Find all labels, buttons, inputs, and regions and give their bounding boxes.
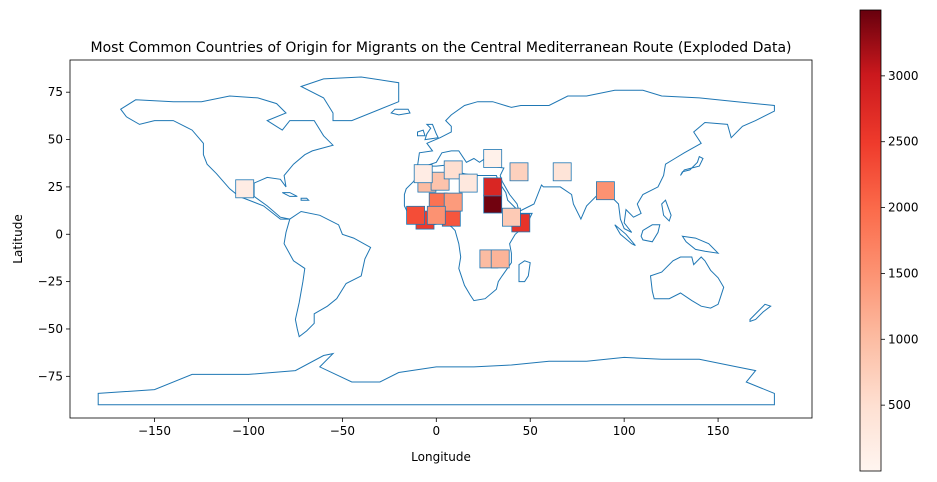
land-outline [417, 129, 426, 137]
land-outline [300, 197, 310, 201]
highlighted-country [458, 173, 478, 193]
x-tick-label: 50 [523, 424, 538, 438]
highlighted-countries [235, 149, 615, 269]
y-tick-label: 25 [48, 180, 63, 194]
x-tick-label: 150 [707, 424, 730, 438]
land-outline [416, 89, 775, 233]
y-tick-label: −75 [38, 369, 63, 383]
land-outline [680, 155, 704, 176]
x-tick-label: −100 [232, 424, 265, 438]
x-tick-label: −150 [138, 424, 171, 438]
land-outline [749, 303, 772, 323]
highlighted-country [443, 192, 463, 212]
land-outline [661, 199, 672, 222]
colorbar-tick-label: 3000 [888, 69, 919, 83]
colorbar-tick-label: 2000 [888, 201, 919, 215]
land-outline [119, 95, 334, 220]
plot-frame [69, 59, 813, 419]
land-outline [640, 224, 661, 243]
y-axis-ticks: −75 −50 −25 0 25 50 75 [38, 85, 70, 383]
highlighted-country [483, 194, 503, 214]
colorbar-tick-label: 1500 [888, 266, 919, 280]
y-tick-label: −50 [38, 322, 63, 336]
highlighted-country [483, 177, 503, 197]
highlighted-country [501, 207, 521, 227]
highlighted-country [490, 249, 510, 269]
map-layer [97, 76, 775, 406]
x-tick-label: 100 [613, 424, 636, 438]
land-outline [518, 260, 531, 283]
x-axis-label: Longitude [411, 450, 471, 464]
y-tick-label: 75 [48, 85, 63, 99]
land-outline [681, 235, 720, 254]
y-tick-label: −25 [38, 275, 63, 289]
colorbar-tick-label: 500 [888, 398, 911, 412]
colorbar-tick-label: 1000 [888, 332, 919, 346]
x-axis-ticks: −150 −100 −50 0 50 100 150 [138, 418, 730, 438]
land-outline [282, 192, 298, 197]
colorbar [859, 9, 882, 472]
y-tick-label: 50 [48, 133, 63, 147]
y-axis-label: Latitude [11, 214, 25, 263]
highlighted-country [443, 160, 463, 180]
land-outline [283, 210, 372, 338]
x-tick-label: −50 [330, 424, 355, 438]
x-tick-label: 0 [432, 424, 440, 438]
land-outline [649, 256, 725, 309]
highlighted-country [413, 164, 433, 184]
land-outline [97, 352, 775, 406]
land-outline [299, 76, 400, 122]
highlighted-country [426, 205, 446, 225]
land-outline [614, 224, 636, 247]
chart-title: Most Common Countries of Origin for Migr… [91, 40, 792, 56]
highlighted-country [235, 179, 255, 199]
highlighted-country [483, 149, 503, 168]
land-outline [424, 123, 439, 141]
highlighted-country [509, 162, 529, 182]
highlighted-country [552, 162, 572, 182]
highlighted-country [406, 205, 426, 225]
y-tick-label: 0 [55, 227, 63, 241]
colorbar-ticks: 500 1000 1500 2000 2500 3000 [881, 69, 919, 412]
highlighted-country [596, 181, 615, 201]
land-outline [390, 108, 411, 116]
colorbar-tick-label: 2500 [888, 135, 919, 149]
